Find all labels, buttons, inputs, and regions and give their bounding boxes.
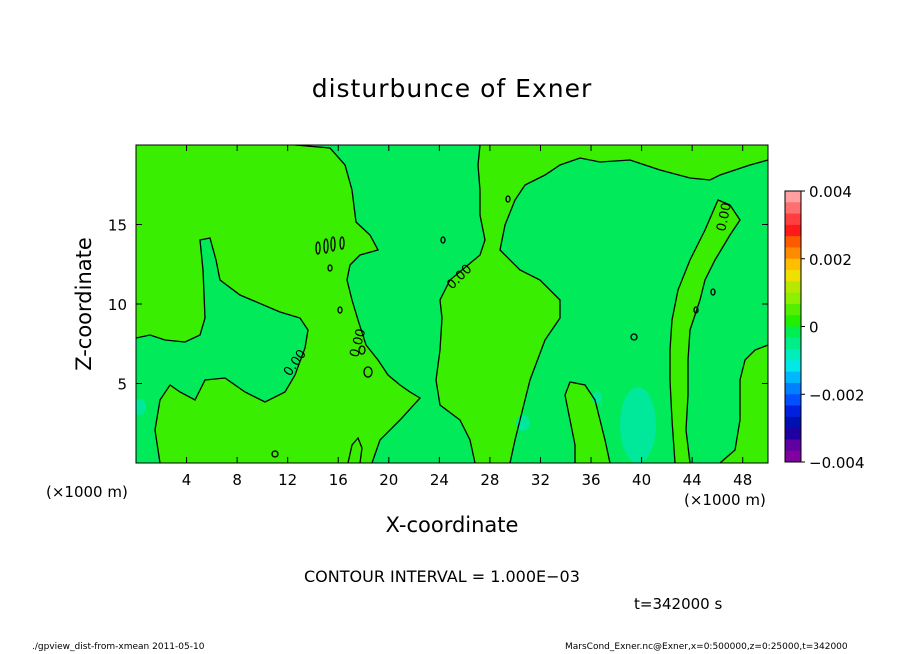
contour-interval-label: CONTOUR INTERVAL = 1.000E−03	[304, 567, 580, 586]
contour-line-left	[136, 237, 309, 463]
x-unit-label-left: (×1000 m)	[46, 483, 128, 501]
contour-label: 0.00	[714, 201, 735, 232]
contour-loop-2	[323, 238, 329, 254]
contour-loop-11	[693, 306, 699, 314]
footer-source: MarsCond_Exner.nc@Exner,x=0:500000,z=0:2…	[565, 642, 848, 652]
colorbar-segment	[785, 394, 801, 407]
contour-loop-14	[327, 264, 333, 272]
colorbar-tick-label: −0.004	[809, 454, 865, 472]
negative-region-center	[295, 145, 485, 463]
contour-line-right-inner	[669, 199, 741, 463]
contour-label: 0.00	[347, 327, 369, 359]
negative-region-left	[136, 238, 308, 463]
contour-loop-7	[271, 450, 279, 458]
colorbar-segment	[785, 236, 801, 248]
x-axis-label: X-coordinate	[385, 513, 519, 537]
contour-loop-4	[339, 236, 345, 250]
colorbar-tick-label: 0.004	[809, 183, 852, 201]
time-label: t=342000 s	[634, 595, 723, 613]
colorbar-segment	[785, 224, 801, 237]
contour-line-center-left	[294, 145, 422, 463]
x-tick-label: 12	[278, 471, 297, 489]
contour-loop-6	[363, 366, 373, 378]
x-tick-label: 44	[683, 471, 702, 489]
colorbar-segment	[785, 416, 801, 429]
colorbar-segment	[785, 382, 801, 395]
contour-loop-9	[505, 195, 511, 203]
colorbar-tick-label: 0	[809, 319, 819, 337]
colorbar-segment	[785, 247, 801, 260]
plot-area: 0.00 0.00 0.00 0.00	[135, 144, 769, 464]
colorbar: 0.004 0.002 0 −0.002 −0.004	[784, 183, 865, 472]
colorbar-segment	[785, 213, 801, 226]
chart-title: disturbunce of Exner	[311, 74, 593, 103]
x-tick-label: 4	[182, 471, 192, 489]
colorbar-tick-label: −0.002	[809, 386, 865, 404]
y-tick-label: 10	[108, 296, 127, 314]
contour-loop-5	[358, 345, 366, 355]
colorbar-segment	[785, 450, 801, 463]
x-tick-label: 24	[430, 471, 449, 489]
contour-line-bottom-small	[347, 436, 363, 463]
colorbar-segment	[785, 292, 801, 305]
x-tick-label: 28	[480, 471, 499, 489]
x-tick-label: 48	[733, 471, 752, 489]
colorbar-segment	[785, 326, 801, 339]
contour-line-right	[499, 157, 768, 463]
x-tick-label: 20	[379, 471, 398, 489]
colorbar-segment	[785, 303, 801, 316]
x-tick-label: 32	[531, 471, 550, 489]
contour-loop-10	[630, 333, 638, 341]
contour-loop-13	[337, 306, 343, 314]
colorbar-segment	[785, 349, 801, 361]
colorbar-segment	[785, 337, 801, 350]
x-tick-label: 40	[632, 471, 651, 489]
low-region-blob-1	[620, 387, 656, 463]
colorbar-segment	[785, 270, 801, 282]
colorbar-segment	[785, 191, 801, 203]
contour-loop-3	[330, 236, 336, 252]
colorbar-segment	[785, 405, 801, 418]
low-region-blob-2	[516, 415, 530, 431]
contour-lines	[136, 145, 768, 463]
colorbar-segment	[785, 428, 801, 440]
contour-loop-8	[440, 236, 446, 244]
colorbar-segment	[785, 281, 801, 294]
low-region-blob-3	[592, 392, 602, 404]
contour-line-bump	[564, 381, 611, 463]
colorbar-segment	[785, 315, 801, 327]
colorbar-segment	[785, 439, 801, 452]
colorbar-tick-label: 0.002	[809, 251, 852, 269]
footer-command: ./gpview_dist-from-xmean 2011-05-10	[32, 642, 205, 652]
low-region-blob-4	[136, 399, 146, 415]
contour-line-far-right	[719, 344, 768, 463]
contour-loop-1	[315, 241, 321, 255]
colorbar-segment	[785, 202, 801, 215]
contour-line-center-right	[435, 145, 486, 463]
colorbar-segment	[785, 258, 801, 271]
y-tick-label: 15	[108, 217, 127, 235]
colorbar-segment	[785, 371, 801, 384]
x-tick-label: 8	[232, 471, 242, 489]
negative-region-right-a	[500, 158, 768, 463]
y-tick-label: 5	[117, 376, 127, 394]
x-tick-label: 16	[329, 471, 348, 489]
x-unit-label-right: (×1000 m)	[684, 491, 766, 509]
colorbar-segment	[785, 360, 801, 373]
contour-loop-12	[710, 288, 716, 296]
contour-regions	[136, 145, 768, 463]
x-tick-label: 36	[581, 471, 600, 489]
